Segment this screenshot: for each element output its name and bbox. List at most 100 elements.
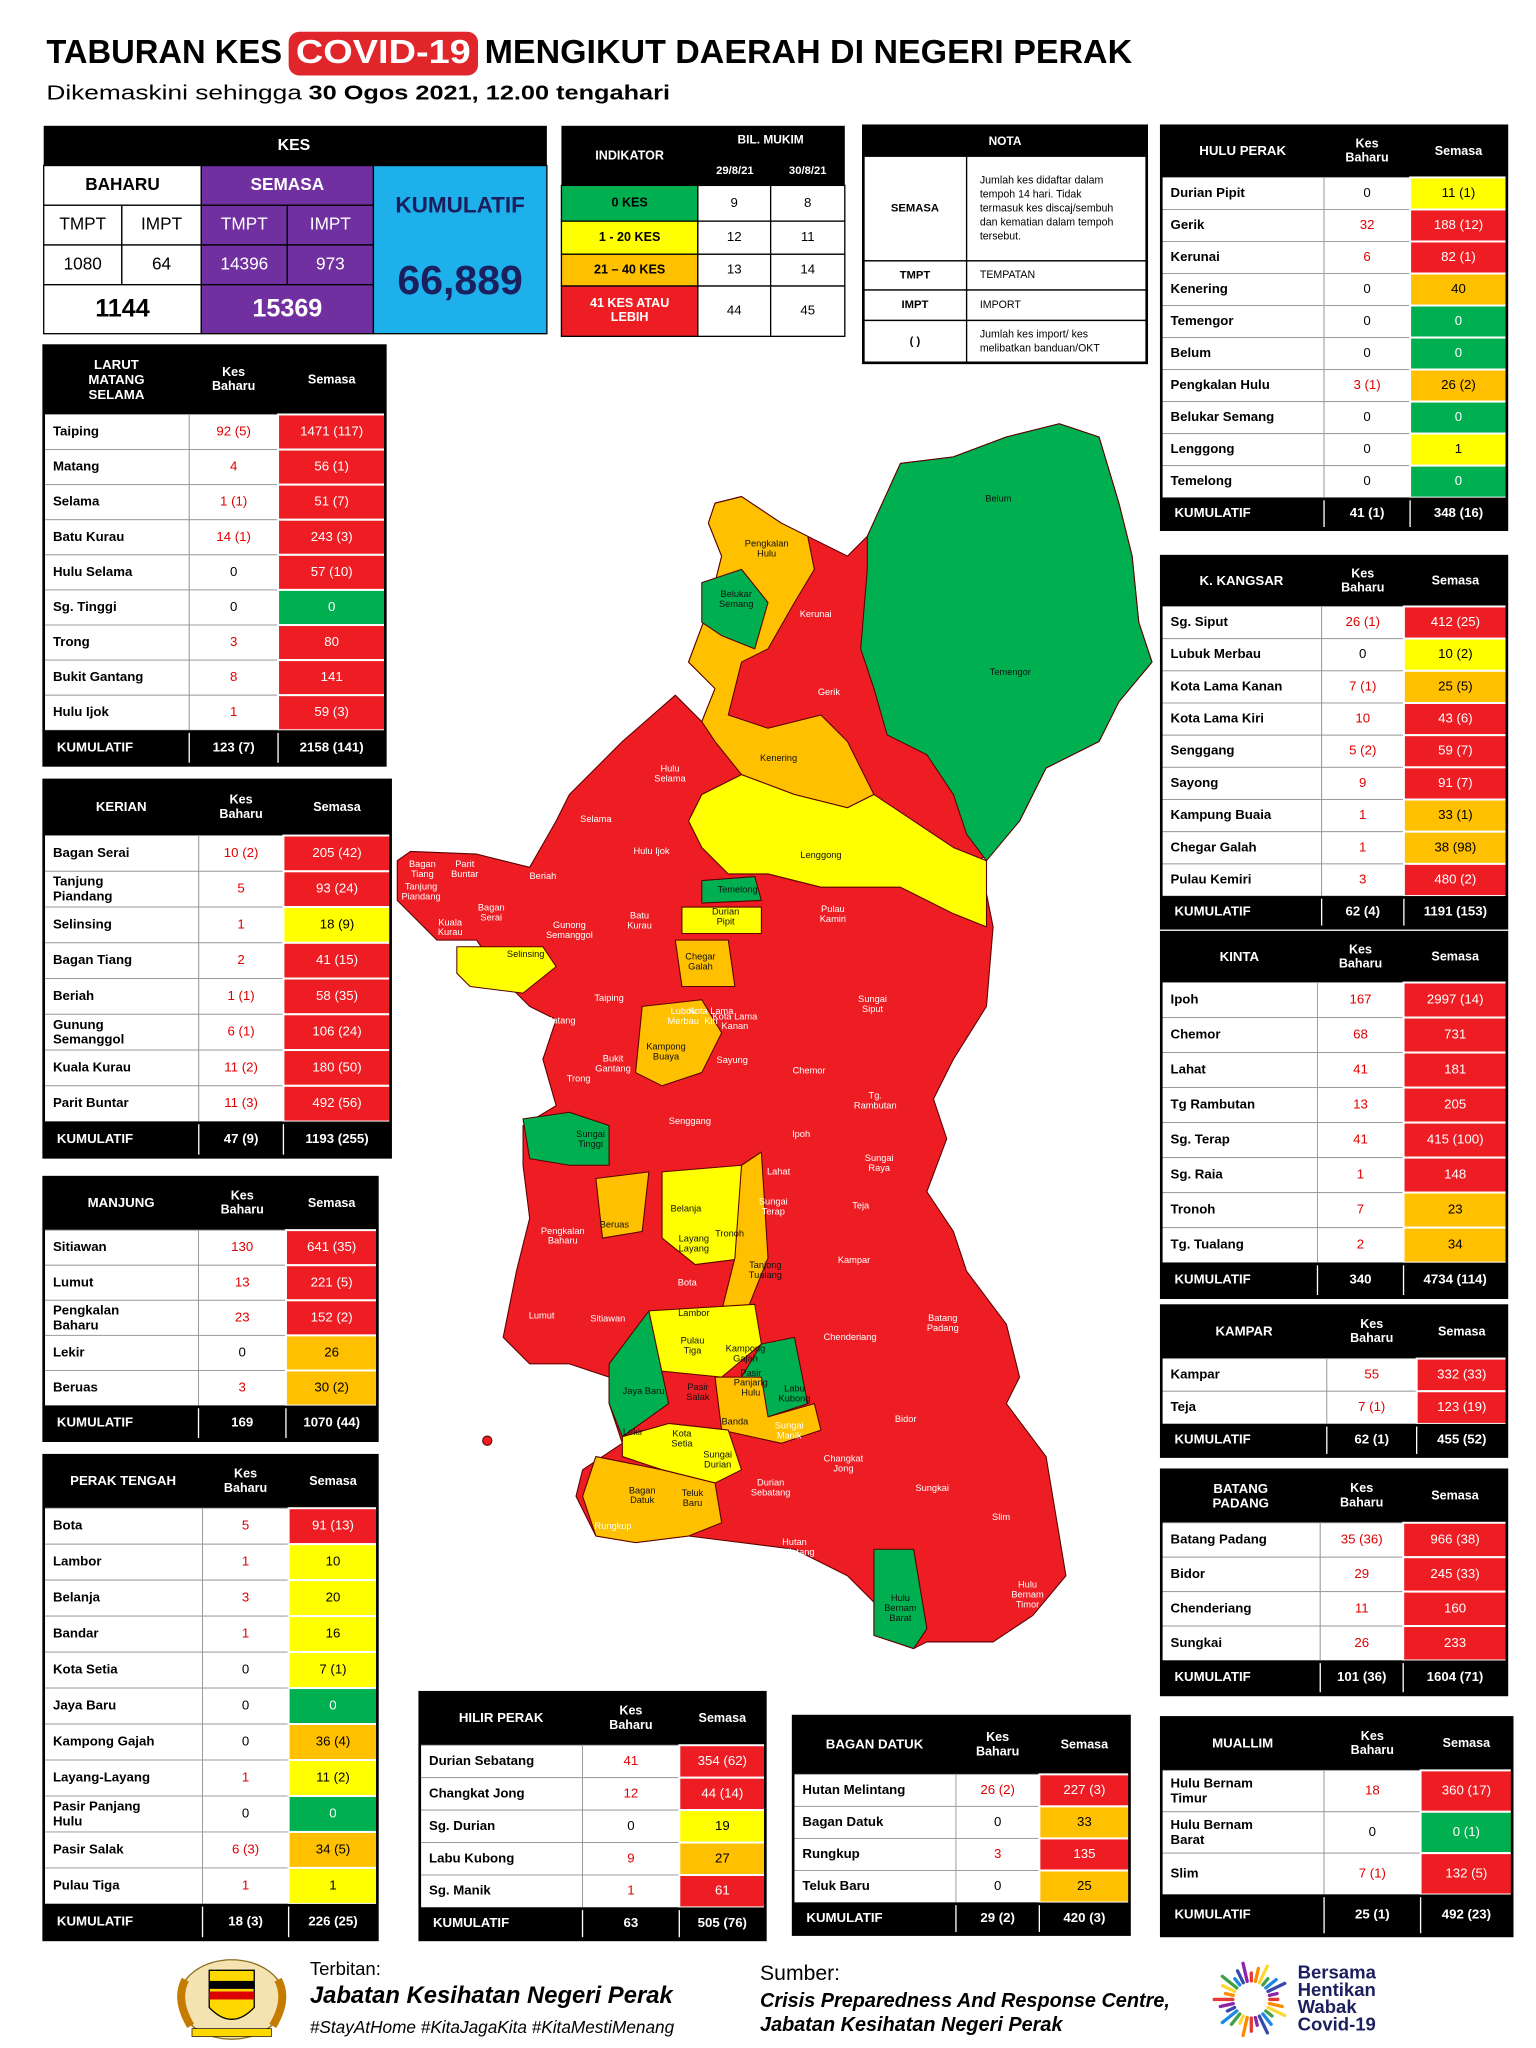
logo-ray [1225, 2005, 1237, 2013]
semasa-cell [282, 941, 392, 980]
summary-cell [43, 204, 123, 246]
district-name: Kampong Gajah [53, 1734, 154, 1749]
map-label: Layang Layang [679, 1234, 709, 1254]
semasa-value: 25 [1077, 1878, 1092, 1893]
label: Jumlah kes didaftar dalam tempoh 14 hari.… [980, 175, 1114, 243]
baharu-cell [1317, 1192, 1404, 1229]
summary-cell [121, 204, 202, 246]
column-head: Kes Baharu [976, 1731, 1019, 1759]
column-head: Semasa [1432, 574, 1481, 588]
semasa-value: 61 [715, 1883, 730, 1898]
baharu-value: 0 [242, 1734, 249, 1749]
nota-cell [862, 319, 968, 364]
semasa-value: 412 (25) [1431, 614, 1480, 629]
subtitle-date: 30 Ogos 2021, 12.00 tengahari [309, 82, 670, 104]
summary-header [43, 125, 547, 166]
baharu-cell [188, 694, 279, 731]
semasa-cell [1415, 1357, 1508, 1393]
district-name: Temengor [1171, 313, 1234, 328]
baharu-cell [1323, 1811, 1422, 1854]
semasa-value: 180 (50) [312, 1059, 361, 1074]
district-name: Bota [53, 1518, 83, 1533]
baharu-cell [1317, 982, 1404, 1019]
baharu-value: 92 (5) [216, 424, 251, 439]
label: 30/8/21 [789, 165, 827, 177]
baharu-cell [1323, 273, 1411, 306]
baharu-value: 0 [1363, 409, 1370, 424]
semasa-value: 27 [715, 1850, 730, 1865]
semasa-value: 243 (3) [311, 529, 353, 544]
semasa-value: 731 [1444, 1027, 1466, 1042]
semasa-value: 34 (5) [316, 1841, 351, 1856]
total-value: 348 (16) [1434, 505, 1483, 520]
map-island [482, 1435, 493, 1446]
semasa-cell [284, 1334, 379, 1372]
district-name: Lahat [1171, 1062, 1207, 1077]
semasa-cell [1409, 176, 1508, 211]
map-label: Pulau Kamiri [820, 904, 846, 924]
baharu-value: 0 [1363, 345, 1370, 360]
map-region-orange [582, 1456, 723, 1544]
total-value: 4734 (114) [1424, 1272, 1487, 1287]
title: MENGIKUT DAERAH DI NEGERI PERAK [485, 34, 1133, 71]
footer-label: Terbitan: [310, 1958, 381, 1979]
semasa-value: 354 (62) [698, 1753, 747, 1768]
total-row [1161, 1262, 1507, 1298]
summary-sub-label: TMPT [59, 214, 106, 234]
map-label: Slim [992, 1512, 1010, 1522]
baharu-value: 0 [1363, 313, 1370, 328]
table-title: LARUT MATANG SELAMA [88, 357, 144, 402]
district-name: Tg Rambutan [1171, 1097, 1256, 1112]
label: 44 [727, 303, 742, 318]
baharu-cell [198, 1264, 287, 1301]
table-border [42, 1453, 379, 1942]
logo-ray [1218, 2001, 1235, 2009]
map-label: Temelong [717, 884, 757, 894]
logo-ray [1266, 2005, 1287, 2018]
baharu-value: 41 [624, 1753, 639, 1768]
total-value: 505 (76) [698, 1915, 747, 1930]
baharu-value: 68 [1353, 1027, 1368, 1042]
baharu-cell [202, 1687, 290, 1725]
semasa-value: 415 (100) [1427, 1132, 1484, 1147]
semasa-value: 0 [329, 1805, 336, 1820]
summary-sub-label: TMPT [221, 214, 268, 234]
column-head: Semasa [699, 1711, 748, 1725]
baharu-cell [198, 1049, 284, 1087]
semasa-value: 160 [1444, 1600, 1466, 1615]
name-cell [43, 1229, 199, 1266]
table-header [43, 345, 386, 415]
baharu-cell [1321, 702, 1405, 736]
baharu-value: 32 [1360, 217, 1375, 232]
baharu-value: 1 [237, 916, 244, 931]
map-label: Gunong Semanggol [546, 920, 593, 940]
name-cell [1160, 1192, 1318, 1229]
baharu-cell [198, 870, 284, 908]
baharu-cell [188, 414, 279, 451]
semasa-value: 36 (4) [316, 1734, 351, 1749]
map-region-yellow [661, 1164, 749, 1266]
table-title: HULU PERAK [1199, 143, 1286, 158]
baharu-cell [1317, 1052, 1404, 1089]
district-name: Lumut [53, 1274, 94, 1289]
baharu-value: 13 [1353, 1097, 1368, 1112]
semasa-value: 91 (7) [1438, 775, 1473, 790]
summary-cell [200, 284, 375, 335]
semasa-cell [284, 1229, 379, 1267]
semasa-value: 20 [326, 1590, 341, 1605]
semasa-value: 1 [329, 1877, 336, 1892]
map-region-orange [595, 1171, 650, 1239]
baharu-value: 0 [1363, 185, 1370, 200]
table-title: BATANG PADANG [1213, 1480, 1269, 1510]
map-label: Temengor [990, 667, 1031, 677]
table-border [1159, 1468, 1509, 1697]
nota-cell [965, 289, 1148, 322]
semasa-value: 11 (2) [316, 1769, 350, 1784]
logo-ray [1264, 1977, 1278, 1990]
district-name: Pasir Panjang Hulu [53, 1798, 141, 1828]
semasa-cell [678, 1809, 767, 1844]
baharu-cell [1323, 209, 1411, 242]
name-cell [1160, 433, 1325, 467]
semasa-value: 360 (17) [1442, 1783, 1491, 1798]
name-cell [419, 1777, 583, 1811]
